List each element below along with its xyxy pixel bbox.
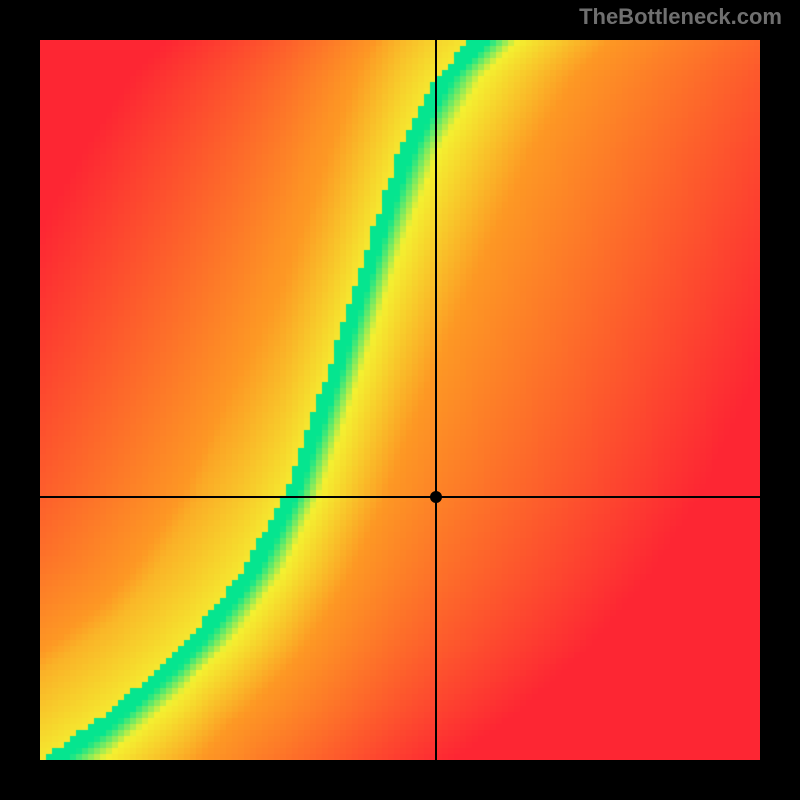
attribution-text: TheBottleneck.com — [579, 4, 782, 30]
crosshair-vertical — [435, 40, 437, 760]
plot-area — [40, 40, 760, 760]
chart-container: TheBottleneck.com — [0, 0, 800, 800]
heatmap-canvas — [40, 40, 760, 760]
crosshair-marker — [430, 491, 442, 503]
crosshair-horizontal — [40, 496, 760, 498]
